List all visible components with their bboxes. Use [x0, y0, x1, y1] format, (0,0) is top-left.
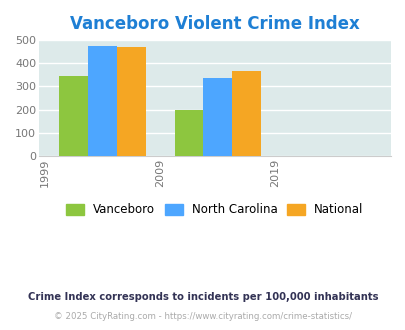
Bar: [88, 46, 117, 156]
Bar: [59, 76, 88, 156]
Legend: Vanceboro, North Carolina, National: Vanceboro, North Carolina, National: [61, 199, 367, 221]
Bar: [117, 47, 145, 156]
Text: Crime Index corresponds to incidents per 100,000 inhabitants: Crime Index corresponds to incidents per…: [28, 292, 377, 302]
Bar: [232, 71, 260, 156]
Bar: [203, 78, 232, 156]
Text: © 2025 CityRating.com - https://www.cityrating.com/crime-statistics/: © 2025 CityRating.com - https://www.city…: [54, 312, 351, 321]
Bar: [174, 110, 203, 156]
Title: Vanceboro Violent Crime Index: Vanceboro Violent Crime Index: [70, 15, 359, 33]
